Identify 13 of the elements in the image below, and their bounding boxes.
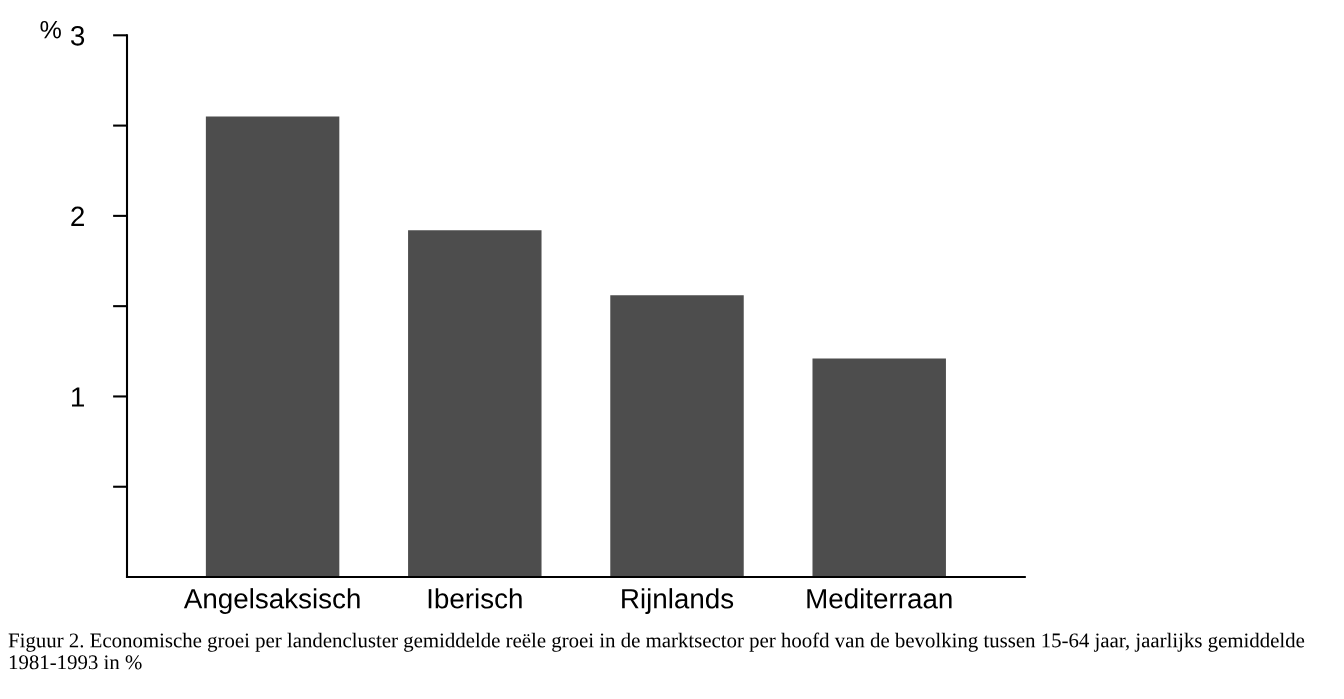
bar [812,358,946,578]
x-tick-label: Mediterraan [807,588,952,609]
x-tick-label: Iberisch [428,588,522,609]
text: Figuur 2. Economische groei per landencluster gemiddelde reële groei in de marktsector per hoofd van de bevolking tussen 15-64 jaar, jaarlijks gemiddelde 1981-1993 in % [8,632,1305,670]
y-tick-label: 2 [71,206,84,226]
bar [408,230,542,578]
y-tick-label: 3 [70,25,85,46]
y-axis-title: % [40,20,61,39]
x-tick-label: Rijnlands [622,588,734,615]
bar [205,116,340,578]
y-tick-label: 1 [72,387,84,407]
bar [610,295,744,578]
x-tick-label: Angelsaksisch [183,588,360,615]
